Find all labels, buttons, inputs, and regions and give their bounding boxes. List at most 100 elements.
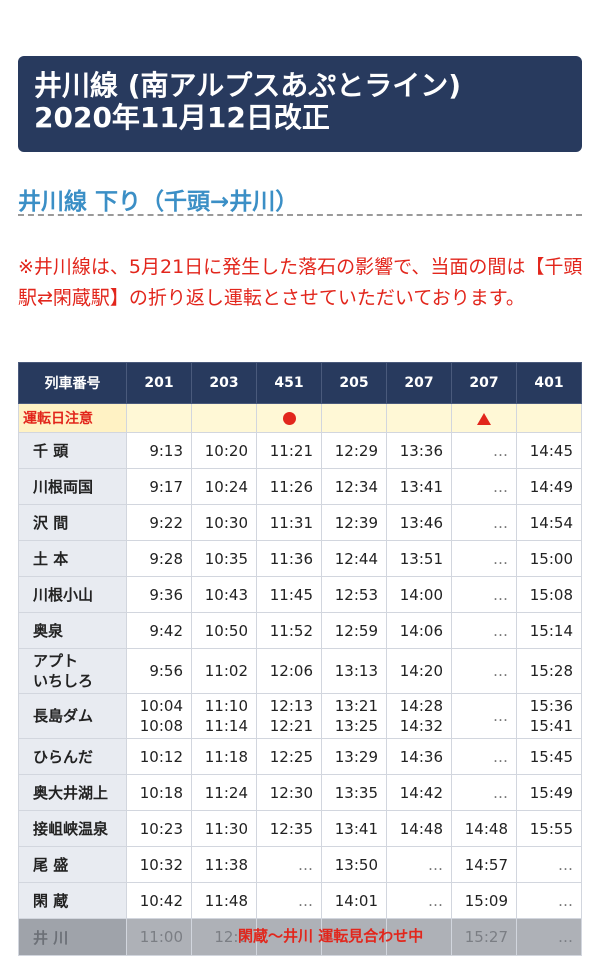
timetable: 列車番号 201 203 451 205 207 207 401 運転日注意千 頭 9:13 1… bbox=[18, 362, 582, 956]
page-title-line1: 井川線 (南アルプスあぷとライン) bbox=[34, 69, 462, 102]
time-cell: 15:14 bbox=[516, 612, 582, 649]
station-name: ひらんだ bbox=[18, 738, 127, 775]
time-cell: … bbox=[451, 504, 517, 541]
station-name: 接岨峡温泉 bbox=[18, 810, 127, 847]
time-cell: 11:24 bbox=[191, 774, 257, 811]
time-cell: 10:04 10:08 bbox=[126, 693, 192, 739]
station-name: 閑 蔵 bbox=[18, 882, 127, 919]
time-cell: 15:45 bbox=[516, 738, 582, 775]
section-title: 井川線 下り（千頭→井川） bbox=[18, 182, 582, 216]
train-number-4: 207 bbox=[386, 362, 452, 404]
station-name: 千 頭 bbox=[18, 432, 127, 469]
arrival-time: 11:10 bbox=[204, 697, 248, 715]
timetable-container: 列車番号 201 203 451 205 207 207 401 運転日注意千 頭 9:13 1… bbox=[18, 362, 582, 961]
station-name: 土 本 bbox=[18, 540, 127, 577]
time-cell: 14:28 14:32 bbox=[386, 693, 452, 739]
red-circle-icon bbox=[282, 412, 296, 425]
time-cell: 15:09 bbox=[451, 882, 517, 919]
time-cell: … bbox=[451, 540, 517, 577]
note-cell-2 bbox=[256, 403, 322, 433]
station-row: 沢 間 9:22 10:30 11:31 12:39 13:46… 14:54 bbox=[18, 504, 582, 541]
time-cell: 13:29 bbox=[321, 738, 387, 775]
time-cell: 13:41 bbox=[386, 468, 452, 505]
time-cell: 11:18 bbox=[191, 738, 257, 775]
station-row: 川根両国 9:17 10:24 11:26 12:34 13:41… 14:49 bbox=[18, 468, 582, 505]
station-row: 土 本 9:28 10:35 11:36 12:44 13:51… 15:00 bbox=[18, 540, 582, 577]
departure-time: 10:08 bbox=[139, 717, 183, 735]
note-cell-6 bbox=[516, 403, 582, 433]
time-cell: 11:21 bbox=[256, 432, 322, 469]
station-row: 奥泉 9:42 10:50 11:52 12:59 14:06… 15:14 bbox=[18, 612, 582, 649]
time-cell: 10:18 bbox=[126, 774, 192, 811]
time-cell: 11:38 bbox=[191, 846, 257, 883]
station-row: 井 川 11:00 12:0 15:27… bbox=[18, 918, 582, 956]
time-cell: 12:59 bbox=[321, 612, 387, 649]
time-cell: … bbox=[516, 918, 582, 956]
station-name-line2: いちしろ bbox=[33, 672, 94, 690]
time-cell: 13:13 bbox=[321, 648, 387, 694]
time-cell: … bbox=[386, 882, 452, 919]
station-name: 奥大井湖上 bbox=[18, 774, 127, 811]
time-cell: … bbox=[451, 738, 517, 775]
time-cell: 10:42 bbox=[126, 882, 192, 919]
time-cell: 15:49 bbox=[516, 774, 582, 811]
station-row: 千 頭 9:13 10:20 11:21 12:29 13:36… 14:45 bbox=[18, 432, 582, 469]
departure-time: 11:14 bbox=[204, 717, 248, 735]
time-cell: … bbox=[451, 693, 517, 739]
time-cell: 15:27 bbox=[451, 918, 517, 956]
time-cell: 9:17 bbox=[126, 468, 192, 505]
train-number-6: 401 bbox=[516, 362, 582, 404]
time-cell: 14:49 bbox=[516, 468, 582, 505]
departure-time: 15:41 bbox=[529, 717, 573, 735]
arrival-time: 13:21 bbox=[334, 697, 378, 715]
time-cell: … bbox=[386, 846, 452, 883]
station-name: 奥泉 bbox=[18, 612, 127, 649]
time-cell: 14:01 bbox=[321, 882, 387, 919]
time-cell: … bbox=[516, 846, 582, 883]
station-row: ひらんだ 10:12 11:18 12:25 13:29 14:36… 15:45 bbox=[18, 738, 582, 775]
time-cell: … bbox=[256, 882, 322, 919]
time-cell: 12:39 bbox=[321, 504, 387, 541]
time-cell: 12:25 bbox=[256, 738, 322, 775]
note-cell-1 bbox=[191, 403, 257, 433]
time-cell: 12:53 bbox=[321, 576, 387, 613]
time-cell: … bbox=[451, 612, 517, 649]
time-cell: 14:48 bbox=[386, 810, 452, 847]
station-name-line1: アプト bbox=[33, 652, 79, 670]
time-cell: 9:28 bbox=[126, 540, 192, 577]
station-row: アプト いちしろ 9:56 11:02 12:06 13:13 14:20… 15:28 bbox=[18, 648, 582, 694]
time-cell: 14:48 bbox=[451, 810, 517, 847]
time-cell: 12:06 bbox=[256, 648, 322, 694]
time-cell: 11:10 11:14 bbox=[191, 693, 257, 739]
time-cell: 12:34 bbox=[321, 468, 387, 505]
train-number-3: 205 bbox=[321, 362, 387, 404]
time-cell bbox=[386, 918, 452, 956]
station-row: 閑 蔵 10:42 11:48… 14:01… 15:09… bbox=[18, 882, 582, 919]
service-notice: ※井川線は、5月21日に発生した落石の影響で、当面の間は【千頭駅⇄閑蔵駅】の折り… bbox=[18, 256, 583, 309]
time-cell: 12:35 bbox=[256, 810, 322, 847]
station-row: 川根小山 9:36 10:43 11:45 12:53 14:00… 15:08 bbox=[18, 576, 582, 613]
time-cell: 11:36 bbox=[256, 540, 322, 577]
train-number-label: 列車番号 bbox=[18, 362, 127, 404]
note-cell-5 bbox=[451, 403, 517, 433]
station-row: 接岨峡温泉 10:23 11:30 12:35 13:41 14:48 14:48 15:55 bbox=[18, 810, 582, 847]
time-cell: 13:35 bbox=[321, 774, 387, 811]
time-cell: 9:13 bbox=[126, 432, 192, 469]
time-cell: 10:24 bbox=[191, 468, 257, 505]
time-cell: 11:26 bbox=[256, 468, 322, 505]
time-cell: 12:29 bbox=[321, 432, 387, 469]
time-cell: … bbox=[451, 468, 517, 505]
time-cell: 14:42 bbox=[386, 774, 452, 811]
time-cell: 9:42 bbox=[126, 612, 192, 649]
arrival-time: 10:04 bbox=[139, 697, 183, 715]
station-name: 尾 盛 bbox=[18, 846, 127, 883]
time-cell: … bbox=[516, 882, 582, 919]
station-name: 沢 間 bbox=[18, 504, 127, 541]
time-cell: 14:06 bbox=[386, 612, 452, 649]
arrival-time: … bbox=[493, 707, 508, 725]
time-cell: 14:45 bbox=[516, 432, 582, 469]
train-number-0: 201 bbox=[126, 362, 192, 404]
operating-day-notes-row: 運転日注意 bbox=[18, 403, 582, 433]
time-cell: 10:12 bbox=[126, 738, 192, 775]
time-cell: … bbox=[451, 648, 517, 694]
